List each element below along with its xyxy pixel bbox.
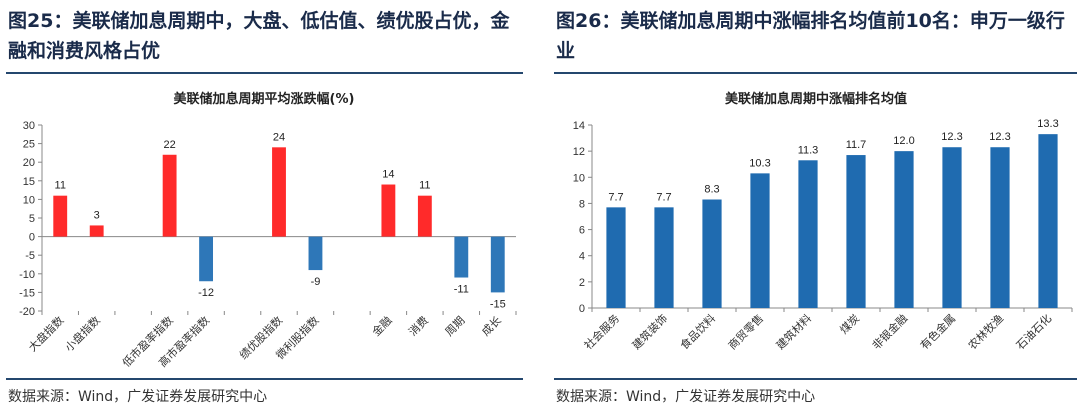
fig26-bar xyxy=(846,155,866,308)
figure-26-bottom-rule xyxy=(554,378,1077,380)
fig25-bar xyxy=(199,236,214,282)
fig26-category-label: 食品饮料 xyxy=(677,311,718,352)
figure-25-chart: 美联储加息周期平均涨跌幅(%) -20 -15 -10 -5 0 5 10 15 20 25 30 11… xyxy=(6,79,523,376)
fig25-bar xyxy=(89,225,104,237)
fig25-y-tick-label: -10 xyxy=(19,269,35,281)
fig25-category-label: 大盘指数 xyxy=(25,313,66,354)
fig25-y-tick-label: -15 xyxy=(19,287,35,299)
fig26-category-label: 煤炭 xyxy=(837,312,862,337)
fig26-bar xyxy=(654,207,674,308)
fig25-y-tick-label: 5 xyxy=(29,213,35,225)
fig25-data-label: 11 xyxy=(419,180,430,192)
fig26-bar xyxy=(702,199,722,308)
fig25-bar xyxy=(417,195,432,237)
fig26-category-label: 石油石化 xyxy=(1013,311,1054,352)
fig25-data-label: 14 xyxy=(382,169,394,181)
fig26-bar xyxy=(894,151,914,308)
fig25-category-label: 消费 xyxy=(406,313,431,338)
figure-26-source: 数据来源：Wind，广发证券发展研究中心 xyxy=(556,389,816,405)
fig25-data-label: -11 xyxy=(454,284,469,296)
fig25-data-label: 22 xyxy=(163,139,175,151)
fig26-data-label: 11.7 xyxy=(846,139,867,151)
fig26-category-label: 农林牧渔 xyxy=(965,311,1006,352)
fig26-bar xyxy=(606,207,626,308)
fig26-data-label: 7.7 xyxy=(608,191,623,203)
fig26-data-label: 12.0 xyxy=(893,135,914,147)
figure-26-rule xyxy=(554,72,1077,74)
fig26-y-tick-label: 8 xyxy=(579,198,585,210)
fig26-y-tick-label: 0 xyxy=(579,303,585,315)
fig25-data-label: -12 xyxy=(198,287,214,299)
figure-26-chart: 美联储加息周期中涨幅排名均值 0 2 4 6 8 10 12 14 7.7 社会服务 7.7 建筑装饰 8… xyxy=(554,79,1077,376)
fig26-category-label: 建筑装饰 xyxy=(629,311,670,352)
figure-25-source: 数据来源：Wind，广发证券发展研究中心 xyxy=(8,389,268,405)
fig26-category-label: 非银金融 xyxy=(869,311,910,352)
fig25-category-label: 成长 xyxy=(479,314,504,339)
fig26-data-label: 12.3 xyxy=(989,131,1010,143)
fig26-category-label: 社会服务 xyxy=(581,311,622,352)
figure-25-panel: 图25：美联储加息周期中，大盘、低估值、绩优股占优，金融和消费风格占优 美联储加… xyxy=(0,0,528,417)
fig26-y-tick-label: 12 xyxy=(573,146,585,158)
fig25-data-label: 3 xyxy=(94,209,100,221)
fig25-bar xyxy=(308,236,323,271)
fig26-title: 美联储加息周期中涨幅排名均值 xyxy=(725,91,907,107)
fig26-data-label: 8.3 xyxy=(704,184,719,196)
fig26-bar xyxy=(1038,134,1058,308)
fig26-y-tick-label: 2 xyxy=(579,277,585,289)
fig26-bar xyxy=(750,173,770,308)
fig26-data-label: 7.7 xyxy=(656,191,671,203)
fig26-data-label: 13.3 xyxy=(1037,118,1058,130)
fig25-bar xyxy=(454,236,469,278)
fig25-y-tick-label: 15 xyxy=(23,176,35,188)
fig25-title: 美联储加息周期平均涨跌幅(%) xyxy=(174,91,355,107)
figure-26-heading: 图26：美联储加息周期中涨幅排名均值前10名：申万一级行业 xyxy=(556,10,1065,62)
fig25-y-tick-label: -5 xyxy=(25,250,35,262)
fig25-category-label: 小盘指数 xyxy=(62,313,103,354)
fig25-data-label: 11 xyxy=(55,180,66,192)
fig26-y-tick-label: 10 xyxy=(573,172,585,184)
fig25-data-label: -9 xyxy=(311,276,321,288)
fig26-bar xyxy=(798,160,818,308)
fig26-category-label: 有色金属 xyxy=(917,311,958,352)
figure-25-bottom-rule xyxy=(6,378,523,380)
fig26-y-tick-label: 14 xyxy=(573,120,585,132)
fig25-category-label: 金融 xyxy=(369,313,394,338)
fig25-y-tick-label: 25 xyxy=(23,139,35,151)
fig25-bar xyxy=(162,154,177,237)
fig25-category-label: 周期 xyxy=(443,314,468,339)
fig26-y-tick-label: 4 xyxy=(579,251,585,263)
figure-25-rule xyxy=(6,72,523,74)
fig25-bar xyxy=(53,195,68,237)
fig25-bar xyxy=(381,184,396,237)
fig26-data-label: 10.3 xyxy=(749,157,770,169)
figure-25-heading: 图25：美联储加息周期中，大盘、低估值、绩优股占优，金融和消费风格占优 xyxy=(8,10,510,62)
fig25-y-tick-label: -20 xyxy=(19,306,35,318)
fig26-y-tick-label: 6 xyxy=(579,225,585,237)
figure-25-svg: 美联储加息周期平均涨跌幅(%) -20 -15 -10 -5 0 5 10 15 20 25 30 11… xyxy=(19,91,517,370)
fig25-y-tick-label: 0 xyxy=(29,232,35,244)
fig26-category-label: 建筑材料 xyxy=(773,311,814,352)
fig25-y-tick-label: 10 xyxy=(23,194,35,206)
fig26-data-label: 12.3 xyxy=(941,131,962,143)
fig26-bar xyxy=(942,147,962,308)
figure-26-panel: 图26：美联储加息周期中涨幅排名均值前10名：申万一级行业 美联储加息周期中涨幅… xyxy=(548,0,1080,417)
fig26-category-label: 商贸零售 xyxy=(725,311,766,352)
fig25-y-tick-label: 30 xyxy=(23,120,35,132)
fig26-bar xyxy=(990,147,1010,308)
figure-26-svg: 美联储加息周期中涨幅排名均值 0 2 4 6 8 10 12 14 7.7 社会服务 7.7 建筑装饰 8… xyxy=(573,91,1073,352)
fig25-bar xyxy=(272,147,286,237)
fig25-y-tick-label: 20 xyxy=(23,157,35,169)
fig26-data-label: 11.3 xyxy=(798,144,819,156)
fig25-bar xyxy=(490,236,505,293)
fig25-data-label: -15 xyxy=(490,298,506,310)
fig25-data-label: 24 xyxy=(273,131,285,143)
